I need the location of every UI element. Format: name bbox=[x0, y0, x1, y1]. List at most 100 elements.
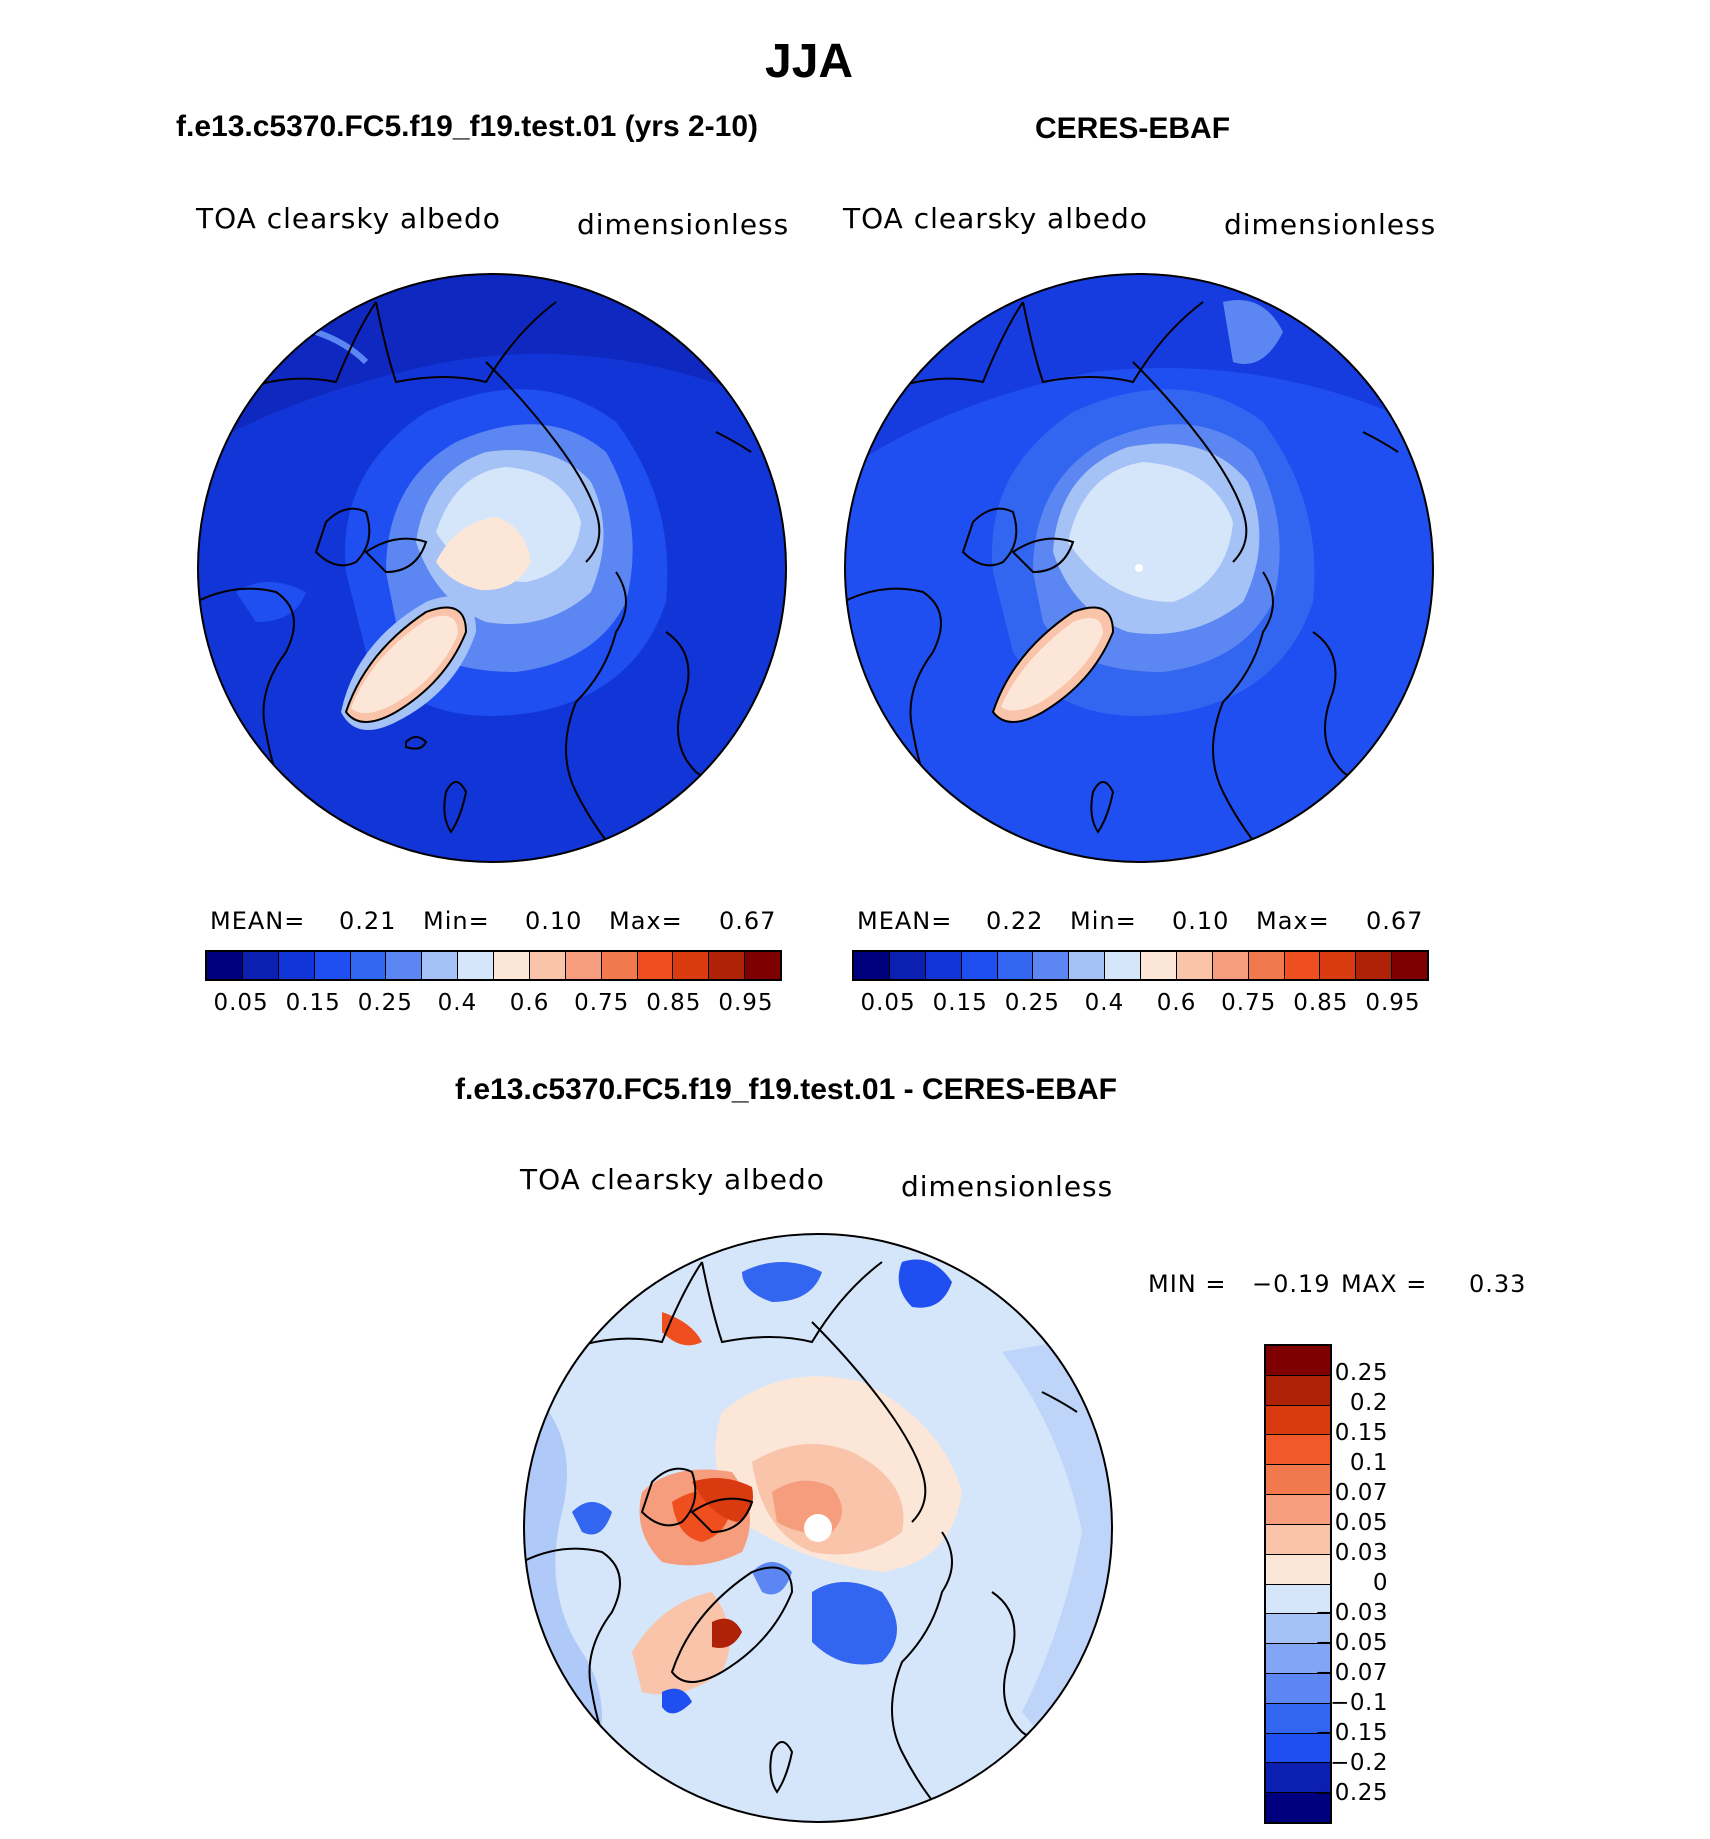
panel1-colorbar-tick-label: 0.6 bbox=[509, 990, 550, 1016]
panel2-colorbar-tick-label: 0.4 bbox=[1084, 990, 1125, 1016]
panel2-colorbar-box bbox=[1141, 952, 1177, 979]
panel3-colorbar-box bbox=[1266, 1405, 1330, 1436]
panel2-colorbar-tick-label: 0.05 bbox=[860, 990, 916, 1016]
panel2-colorbar-box bbox=[997, 952, 1034, 979]
panel1-units: dimensionless bbox=[577, 208, 790, 241]
panel3-colorbar-box bbox=[1266, 1614, 1330, 1645]
panel2-units: dimensionless bbox=[1224, 208, 1437, 241]
panel2-variable: TOA clearsky albedo bbox=[843, 202, 1148, 235]
panel3-colorbar-tick-label: −0.15 bbox=[1315, 1720, 1388, 1746]
panel3-colorbar-tick-label: −0.25 bbox=[1315, 1780, 1388, 1806]
panel2-colorbar-box bbox=[1284, 952, 1321, 979]
panel1-colorbar-tick-label: 0.75 bbox=[574, 990, 630, 1016]
panel3-colorbar-box bbox=[1266, 1673, 1330, 1704]
panel2-colorbar-box bbox=[889, 952, 926, 979]
panel3-colorbar-box bbox=[1266, 1584, 1330, 1615]
panel1-colorbar-box bbox=[242, 952, 279, 979]
panel2-max-label: Max= bbox=[1256, 907, 1330, 935]
panel3-max-label: MAX = bbox=[1341, 1270, 1428, 1298]
panel2-colorbar-box bbox=[925, 952, 962, 979]
panel3-colorbar-tick-label: 0.03 bbox=[1334, 1540, 1388, 1566]
panel3-colorbar-box bbox=[1266, 1465, 1330, 1496]
panel2-colorbar-tick-label: 0.25 bbox=[1004, 990, 1060, 1016]
model-albedo-map bbox=[197, 273, 787, 863]
panel3-colorbar-tick-label: 0.25 bbox=[1334, 1360, 1388, 1386]
panel3-colorbar-tick-label: −0.07 bbox=[1315, 1660, 1388, 1686]
panel1-colorbar-box bbox=[422, 952, 459, 979]
panel1-colorbar-box bbox=[207, 952, 243, 979]
panel2-colorbar-labels: 0.05 0.15 0.25 0.4 0.6 0.75 0.85 0.95 bbox=[852, 990, 1429, 1020]
panel2-max-value: 0.67 bbox=[1366, 907, 1424, 935]
panel3-colorbar-tick-label: 0.15 bbox=[1334, 1420, 1388, 1446]
panel1-colorbar-box bbox=[745, 952, 780, 979]
panel1-colorbar-tick-label: 0.15 bbox=[285, 990, 341, 1016]
panel3-colorbar-tick-label: −0.2 bbox=[1330, 1750, 1388, 1776]
panel1-min-value: 0.10 bbox=[525, 907, 583, 935]
panel3-colorbar bbox=[1264, 1344, 1332, 1824]
panel2-colorbar-box bbox=[1033, 952, 1070, 979]
panel2-colorbar-tick-label: 0.6 bbox=[1156, 990, 1197, 1016]
panel3-colorbar-box bbox=[1266, 1375, 1330, 1406]
panel3-colorbar-tick-label: 0 bbox=[1372, 1570, 1388, 1596]
panel1-colorbar bbox=[205, 950, 782, 981]
panel2-colorbar-box bbox=[1176, 952, 1213, 979]
panel2-mean-label: MEAN= bbox=[857, 907, 953, 935]
panel1-colorbar-box bbox=[529, 952, 566, 979]
panel1-colorbar-tick-label: 0.4 bbox=[437, 990, 478, 1016]
panel1-colorbar-box bbox=[458, 952, 494, 979]
panel3-colorbar-box bbox=[1266, 1793, 1330, 1822]
panel3-colorbar-box bbox=[1266, 1703, 1330, 1734]
panel3-colorbar-box bbox=[1266, 1644, 1330, 1674]
panel3-colorbar-box bbox=[1266, 1733, 1330, 1764]
panel1-colorbar-box bbox=[386, 952, 423, 979]
panel1-colorbar-box bbox=[637, 952, 674, 979]
panel3-colorbar-tick-label: 0.2 bbox=[1349, 1390, 1388, 1416]
panel3-title: f.e13.c5370.FC5.f19_f19.test.01 - CERES-… bbox=[455, 1073, 1117, 1106]
difference-albedo-map bbox=[523, 1233, 1113, 1823]
panel2-colorbar-tick-label: 0.95 bbox=[1365, 990, 1421, 1016]
panel1-colorbar-box bbox=[494, 952, 530, 979]
panel1-max-label: Max= bbox=[609, 907, 683, 935]
panel2-colorbar-box bbox=[1069, 952, 1106, 979]
panel1-colorbar-tick-label: 0.85 bbox=[646, 990, 702, 1016]
panel1-title: f.e13.c5370.FC5.f19_f19.test.01 (yrs 2-1… bbox=[176, 110, 759, 143]
panel2-colorbar-tick-label: 0.75 bbox=[1221, 990, 1277, 1016]
panel2-min-value: 0.10 bbox=[1172, 907, 1230, 935]
panel2-colorbar-box bbox=[1248, 952, 1285, 979]
panel3-colorbar-box bbox=[1266, 1554, 1330, 1585]
panel3-colorbar-tick-label: 0.07 bbox=[1334, 1480, 1388, 1506]
panel1-colorbar-box bbox=[601, 952, 638, 979]
panel2-colorbar bbox=[852, 950, 1429, 981]
panel1-colorbar-box bbox=[278, 952, 315, 979]
panel2-colorbar-tick-label: 0.85 bbox=[1293, 990, 1349, 1016]
panel3-min-label: MIN = bbox=[1148, 1270, 1227, 1298]
panel1-colorbar-tick-label: 0.25 bbox=[357, 990, 413, 1016]
panel1-mean-value: 0.21 bbox=[339, 907, 397, 935]
panel3-colorbar-tick-label: −0.03 bbox=[1315, 1600, 1388, 1626]
panel1-colorbar-box bbox=[350, 952, 387, 979]
panel3-colorbar-box bbox=[1266, 1763, 1330, 1794]
panel2-colorbar-box bbox=[1320, 952, 1357, 979]
panel2-colorbar-box bbox=[1212, 952, 1249, 979]
panel3-colorbar-box bbox=[1266, 1435, 1330, 1466]
panel2-colorbar-box bbox=[1356, 952, 1393, 979]
panel3-colorbar-box bbox=[1266, 1495, 1330, 1525]
panel1-min-label: Min= bbox=[423, 907, 490, 935]
panel1-variable: TOA clearsky albedo bbox=[196, 202, 501, 235]
panel1-colorbar-labels: 0.05 0.15 0.25 0.4 0.6 0.75 0.85 0.95 bbox=[205, 990, 782, 1020]
panel3-colorbar-tick-label: 0.05 bbox=[1334, 1510, 1388, 1536]
main-title: JJA bbox=[765, 35, 854, 88]
panel1-mean-label: MEAN= bbox=[210, 907, 306, 935]
panel2-colorbar-box bbox=[961, 952, 998, 979]
panel1-colorbar-box bbox=[314, 952, 351, 979]
panel2-colorbar-tick-label: 0.15 bbox=[932, 990, 988, 1016]
panel3-colorbar-tick-label: 0.1 bbox=[1349, 1450, 1388, 1476]
panel1-max-value: 0.67 bbox=[719, 907, 777, 935]
panel3-colorbar-tick-label: −0.05 bbox=[1315, 1630, 1388, 1656]
panel2-colorbar-box bbox=[854, 952, 890, 979]
panel1-colorbar-box bbox=[709, 952, 746, 979]
panel2-title: CERES-EBAF bbox=[1035, 112, 1231, 145]
panel2-min-label: Min= bbox=[1070, 907, 1137, 935]
panel1-colorbar-box bbox=[673, 952, 710, 979]
panel3-colorbar-labels: 0.25 0.2 0.15 0.1 0.07 0.05 0.03 0 −0.03 −0.05 −0.… bbox=[1268, 1344, 1398, 1824]
